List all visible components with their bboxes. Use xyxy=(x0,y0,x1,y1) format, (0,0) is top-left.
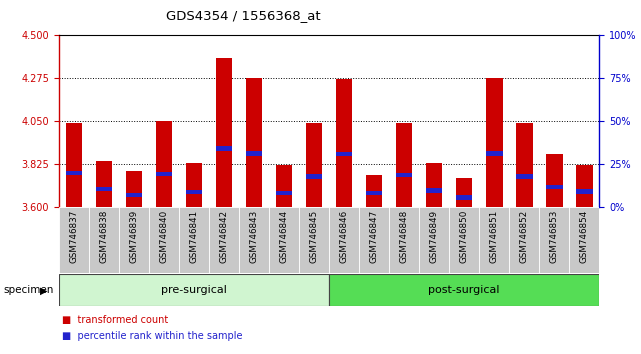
Bar xyxy=(329,274,599,306)
Text: GSM746843: GSM746843 xyxy=(249,210,258,263)
Bar xyxy=(576,189,592,194)
Bar xyxy=(216,58,232,207)
Bar xyxy=(336,152,353,156)
Bar xyxy=(186,190,203,194)
Bar xyxy=(396,123,412,207)
Bar xyxy=(66,171,82,175)
Bar xyxy=(126,171,142,207)
Text: GSM746851: GSM746851 xyxy=(490,210,499,263)
Bar xyxy=(329,207,359,273)
Bar xyxy=(426,163,442,207)
Bar xyxy=(66,123,82,207)
Bar xyxy=(299,207,329,273)
Text: GSM746838: GSM746838 xyxy=(99,210,108,263)
Text: GSM746852: GSM746852 xyxy=(520,210,529,263)
Text: ▶: ▶ xyxy=(40,285,47,295)
Bar xyxy=(156,172,172,176)
Bar xyxy=(239,207,269,273)
Bar xyxy=(276,191,292,195)
Bar xyxy=(389,207,419,273)
Bar xyxy=(546,154,563,207)
Bar xyxy=(269,207,299,273)
Bar xyxy=(209,207,239,273)
Text: GDS4354 / 1556368_at: GDS4354 / 1556368_at xyxy=(166,9,321,22)
Bar xyxy=(246,152,262,155)
Text: ■  percentile rank within the sample: ■ percentile rank within the sample xyxy=(62,331,243,341)
Bar xyxy=(276,165,292,207)
Bar xyxy=(89,207,119,273)
Bar xyxy=(456,195,472,200)
Text: GSM746848: GSM746848 xyxy=(400,210,409,263)
Text: GSM746845: GSM746845 xyxy=(310,210,319,263)
Text: GSM746854: GSM746854 xyxy=(580,210,589,263)
Bar xyxy=(396,173,412,177)
Bar xyxy=(306,175,322,178)
Bar xyxy=(216,146,232,150)
Text: ■  transformed count: ■ transformed count xyxy=(62,315,169,325)
Bar xyxy=(569,207,599,273)
Text: pre-surgical: pre-surgical xyxy=(161,285,227,295)
Text: post-surgical: post-surgical xyxy=(428,285,500,295)
Text: GSM746844: GSM746844 xyxy=(279,210,288,263)
Bar xyxy=(96,161,112,207)
Bar xyxy=(546,185,563,189)
Bar xyxy=(486,78,503,207)
Bar xyxy=(156,121,172,207)
Bar xyxy=(516,123,533,207)
Bar xyxy=(149,207,179,273)
Bar xyxy=(449,207,479,273)
Bar xyxy=(179,207,209,273)
Text: GSM746846: GSM746846 xyxy=(340,210,349,263)
Text: GSM746849: GSM746849 xyxy=(429,210,438,263)
Text: GSM746847: GSM746847 xyxy=(370,210,379,263)
Text: GSM746850: GSM746850 xyxy=(460,210,469,263)
Bar xyxy=(419,207,449,273)
Text: GSM746853: GSM746853 xyxy=(550,210,559,263)
Bar xyxy=(119,207,149,273)
Bar xyxy=(509,207,539,273)
Bar xyxy=(359,207,389,273)
Bar xyxy=(126,193,142,197)
Bar xyxy=(539,207,569,273)
Bar xyxy=(366,191,383,195)
Bar xyxy=(516,175,533,178)
Text: GSM746837: GSM746837 xyxy=(69,210,78,263)
Bar xyxy=(426,188,442,193)
Text: GSM746841: GSM746841 xyxy=(190,210,199,263)
Bar xyxy=(366,175,383,207)
Bar xyxy=(96,187,112,191)
Text: specimen: specimen xyxy=(3,285,54,295)
Bar xyxy=(576,165,592,207)
Bar xyxy=(306,123,322,207)
Bar xyxy=(486,152,503,155)
Bar xyxy=(336,79,353,207)
Bar xyxy=(456,178,472,207)
Bar xyxy=(479,207,510,273)
Text: GSM746842: GSM746842 xyxy=(220,210,229,263)
Text: GSM746840: GSM746840 xyxy=(160,210,169,263)
Bar xyxy=(59,207,89,273)
Bar xyxy=(59,274,329,306)
Text: GSM746839: GSM746839 xyxy=(129,210,138,263)
Bar xyxy=(186,163,203,207)
Bar xyxy=(246,78,262,207)
